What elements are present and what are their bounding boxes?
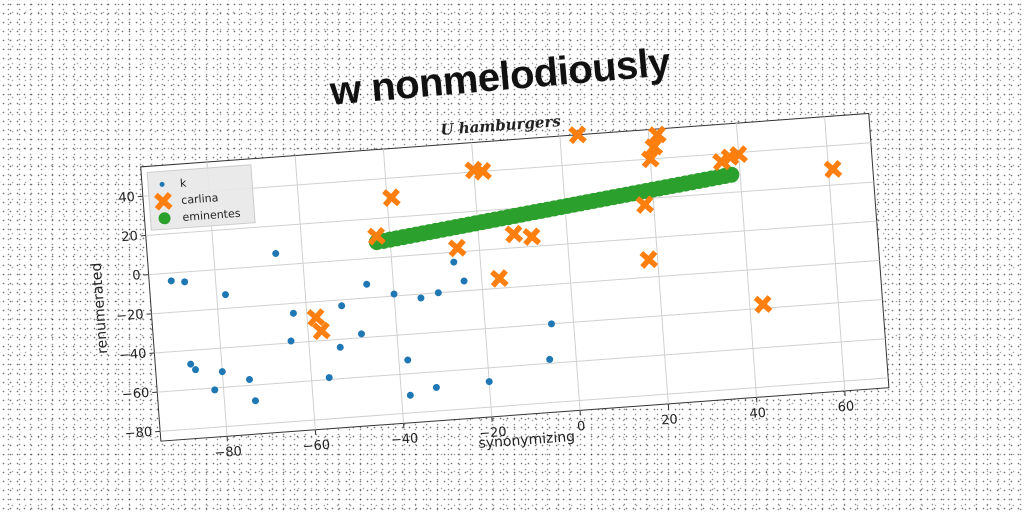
y-tick-label: −60 bbox=[121, 386, 149, 403]
x-tick-label: 20 bbox=[661, 412, 679, 428]
x-tick-label: −60 bbox=[302, 438, 330, 455]
x-tick-label: −80 bbox=[214, 444, 242, 461]
plot-area bbox=[141, 113, 889, 441]
y-tick-label: −40 bbox=[119, 347, 147, 364]
legend-label: carlina bbox=[181, 191, 219, 207]
y-tick-label: 20 bbox=[121, 229, 139, 245]
y-axis-label: renumerated bbox=[89, 262, 112, 354]
y-tick-label: −80 bbox=[124, 425, 152, 442]
plot-group: U hamburgers −80 −60 −40 −20 0 20 40 60 −80 −60 −4… bbox=[80, 89, 891, 479]
x-tick-label: 0 bbox=[577, 419, 586, 435]
y-tick-label: −20 bbox=[116, 307, 144, 324]
x-tick-label: −40 bbox=[391, 431, 419, 448]
y-tick-label: 40 bbox=[118, 190, 136, 206]
x-tick-label: 60 bbox=[837, 399, 855, 415]
y-tick-label: 0 bbox=[132, 268, 141, 284]
x-tick-label: 40 bbox=[749, 406, 767, 422]
chart-subtitle: U hamburgers bbox=[440, 112, 562, 139]
